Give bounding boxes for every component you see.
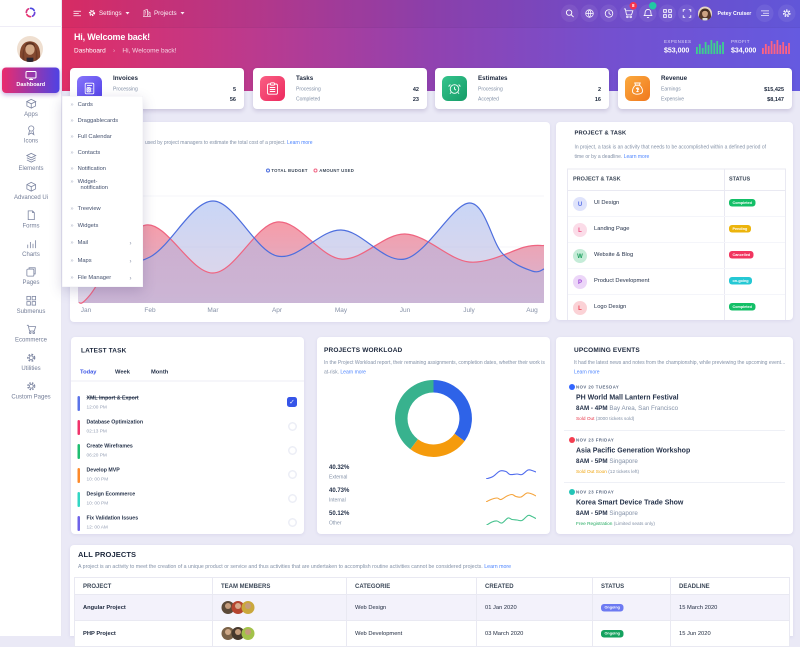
svg-text:Apr: Apr	[272, 307, 283, 314]
svg-text:Jun: Jun	[400, 307, 411, 314]
svg-text:Aug: Aug	[526, 307, 538, 314]
svg-text:Feb: Feb	[144, 307, 156, 314]
svg-text:Jan: Jan	[81, 307, 92, 314]
svg-text:July: July	[463, 307, 475, 314]
svg-text:Mar: Mar	[207, 307, 219, 314]
svg-text:May: May	[335, 307, 348, 314]
